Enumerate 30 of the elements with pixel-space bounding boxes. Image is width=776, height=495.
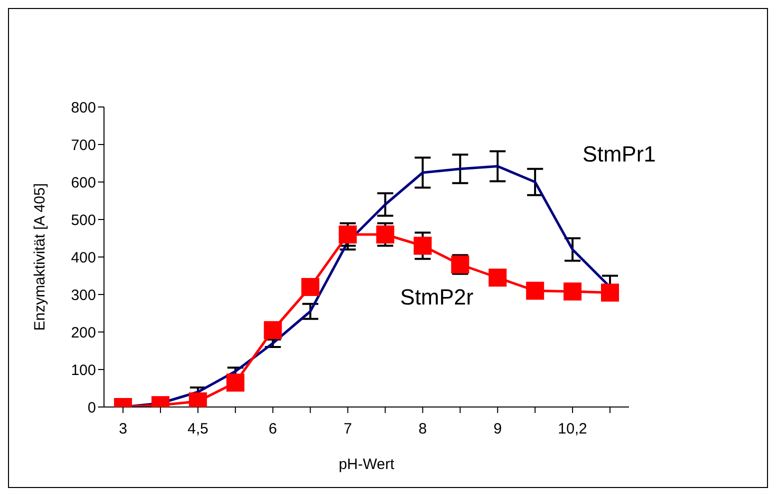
y-tick-label: 600 — [70, 174, 96, 192]
point — [601, 284, 619, 302]
x-tick-label: 6 — [268, 420, 278, 438]
x-tick-label: 4,5 — [187, 420, 208, 438]
y-tick-label: 300 — [70, 286, 96, 304]
text: StmPr1 — [582, 142, 656, 166]
point — [526, 282, 544, 300]
x-tick-label: 3 — [118, 420, 128, 438]
point — [301, 278, 320, 296]
x-tick-label: 10,2 — [558, 420, 588, 438]
point — [264, 321, 282, 340]
point — [338, 226, 357, 244]
y-tick-label: 500 — [70, 212, 96, 229]
x-tick-label: 7 — [344, 420, 352, 438]
point — [414, 236, 432, 255]
y-tick-label: 400 — [70, 249, 96, 266]
x-axis-title: pH-Wert — [338, 456, 396, 473]
x-tick-label: 8 — [418, 420, 427, 438]
series-label: StmP2r — [400, 284, 474, 310]
y-axis-title: Enzymaktivität [A 405] — [31, 183, 48, 331]
x-tick-label: 9 — [493, 420, 502, 438]
point — [226, 374, 244, 392]
y-tick-label: 200 — [70, 324, 96, 342]
point — [564, 282, 582, 300]
y-tick-label: 800 — [70, 99, 96, 116]
y-tick-label: 0 — [88, 399, 96, 416]
y-tick-label: 700 — [70, 136, 96, 154]
point — [376, 226, 394, 244]
point — [488, 268, 507, 287]
y-tick-label: 100 — [70, 362, 96, 379]
